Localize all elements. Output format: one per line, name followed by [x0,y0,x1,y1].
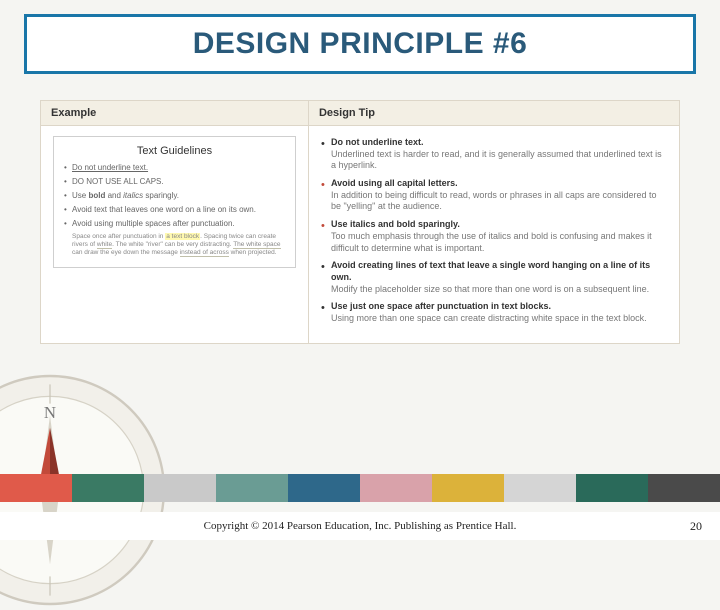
tip-item: Do not underline text.Underlined text is… [321,137,667,172]
example-column: Example Text Guidelines Do not underline… [41,101,309,343]
tip-item: Use italics and bold sparingly.Too much … [321,219,667,254]
example-card-title: Text Guidelines [64,145,285,157]
color-block [504,474,576,502]
content-table: Example Text Guidelines Do not underline… [40,100,680,344]
footer: Copyright © 2014 Pearson Education, Inc.… [0,512,720,540]
page-title: DESIGN PRINCIPLE #6 [193,27,528,61]
page-number: 20 [690,519,702,534]
list-item: Use bold and italics sparingly. [64,191,285,201]
color-block [288,474,360,502]
title-box: DESIGN PRINCIPLE #6 [24,14,696,74]
color-block [432,474,504,502]
color-block [216,474,288,502]
color-block [144,474,216,502]
list-item: DO NOT USE ALL CAPS. [64,177,285,187]
example-card: Text Guidelines Do not underline text. D… [53,136,296,268]
example-fineprint: Space once after punctuation in a text b… [64,233,285,257]
list-item: Avoid text that leaves one word on a lin… [64,205,285,215]
slide: DESIGN PRINCIPLE #6 Example Text Guideli… [0,0,720,540]
copyright-text: Copyright © 2014 Pearson Education, Inc.… [204,520,517,532]
color-block [0,474,72,502]
example-list: Do not underline text. DO NOT USE ALL CA… [64,163,285,229]
tip-item: Avoid creating lines of text that leave … [321,260,667,295]
tips-list: Do not underline text.Underlined text is… [309,126,679,343]
list-item: Avoid using multiple spaces after punctu… [64,219,285,229]
color-strip [0,474,720,502]
color-block [360,474,432,502]
column-header-example: Example [41,101,308,126]
color-block [576,474,648,502]
tips-column: Design Tip Do not underline text.Underli… [309,101,679,343]
color-block [72,474,144,502]
color-block [648,474,720,502]
column-header-tips: Design Tip [309,101,679,126]
tip-item: Avoid using all capital letters.In addit… [321,178,667,213]
tip-item: Use just one space after punctuation in … [321,301,667,324]
list-item: Do not underline text. [64,163,285,173]
